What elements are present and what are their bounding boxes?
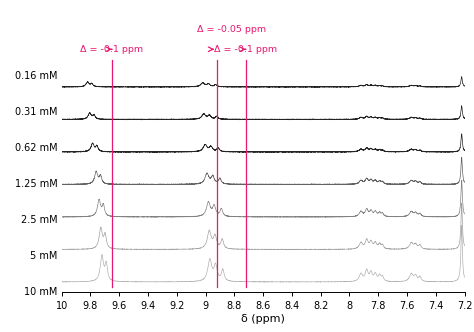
Text: 10 mM: 10 mM	[24, 287, 58, 297]
Text: 1.25 mM: 1.25 mM	[15, 179, 58, 189]
Text: 2.5 mM: 2.5 mM	[21, 215, 58, 225]
Text: 0.31 mM: 0.31 mM	[15, 107, 58, 117]
Text: 0.62 mM: 0.62 mM	[15, 143, 58, 153]
Text: Δ = -0.1 ppm: Δ = -0.1 ppm	[80, 45, 144, 54]
Text: 5 mM: 5 mM	[30, 251, 58, 261]
X-axis label: δ (ppm): δ (ppm)	[241, 314, 285, 324]
Text: Δ = -0.1 ppm: Δ = -0.1 ppm	[214, 45, 277, 54]
Text: 0.16 mM: 0.16 mM	[15, 71, 58, 81]
Text: Δ = -0.05 ppm: Δ = -0.05 ppm	[197, 25, 266, 34]
